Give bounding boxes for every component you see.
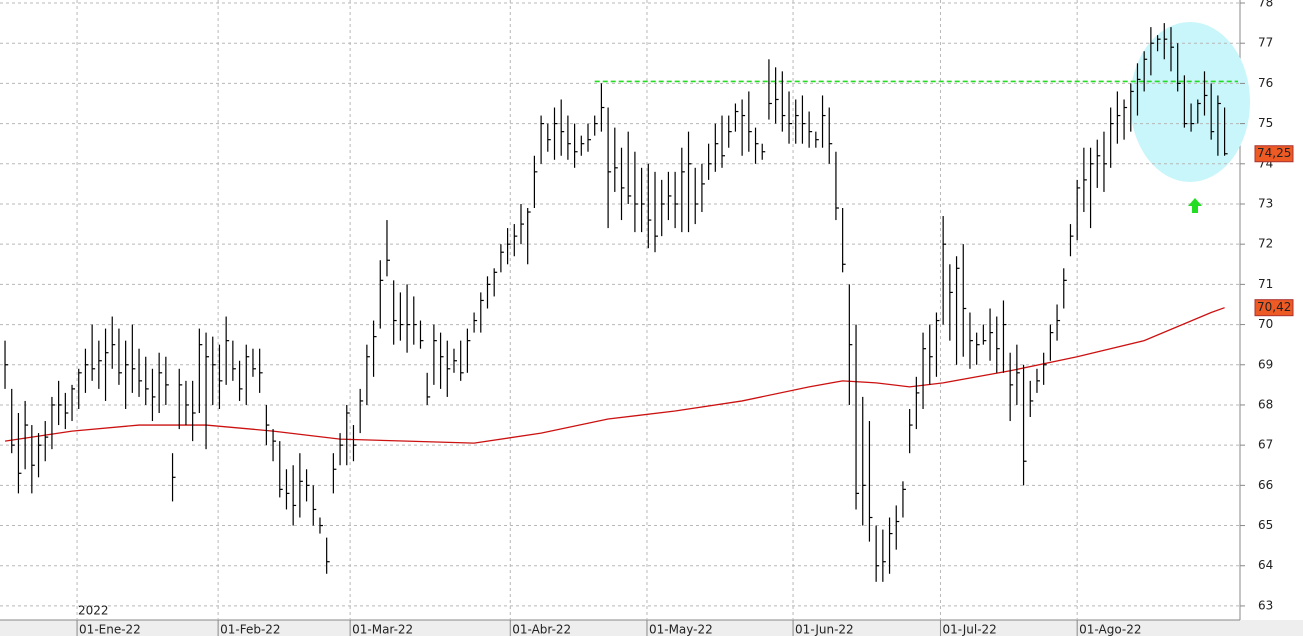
year-label: 2022 xyxy=(78,604,109,618)
y-tick-label: 75 xyxy=(1258,116,1273,130)
y-tick-label: 77 xyxy=(1258,36,1273,50)
x-axis-strip xyxy=(0,620,1303,636)
x-tick-label: 01-Ene-22 xyxy=(79,623,141,636)
y-tick-label: 78 xyxy=(1258,0,1273,10)
x-tick-label: 01-Abr-22 xyxy=(512,623,571,636)
x-tick-label: 01-Feb-22 xyxy=(220,623,280,636)
x-tick-label: 01-Ago-22 xyxy=(1079,623,1141,636)
x-tick-label: 01-Mar-22 xyxy=(352,623,413,636)
up-arrow xyxy=(1188,198,1202,213)
y-tick-label: 73 xyxy=(1258,196,1273,210)
x-tick-label: 01-Jun-22 xyxy=(795,623,854,636)
y-tick-label: 68 xyxy=(1258,397,1273,411)
last-value-box xyxy=(1254,145,1294,163)
y-tick-label: 67 xyxy=(1258,438,1273,452)
y-tick-label: 63 xyxy=(1258,598,1273,612)
y-tick-label: 65 xyxy=(1258,518,1273,532)
y-tick-label: 70 xyxy=(1258,317,1273,331)
y-tick-label: 66 xyxy=(1258,478,1273,492)
moving-average xyxy=(4,307,1225,444)
last-value-label: 74,25 xyxy=(1257,146,1291,160)
last-value-box xyxy=(1254,299,1294,317)
x-tick-label: 01-Jul-22 xyxy=(942,623,996,636)
last-value-label: 70,42 xyxy=(1257,300,1291,314)
y-tick-label: 72 xyxy=(1258,237,1273,251)
x-tick-label: 01-May-22 xyxy=(649,623,713,636)
y-tick-label: 64 xyxy=(1258,558,1273,572)
highlight-ellipse xyxy=(1130,22,1250,182)
y-tick-label: 69 xyxy=(1258,357,1273,371)
y-tick-label: 71 xyxy=(1258,277,1273,291)
y-tick-label: 76 xyxy=(1258,76,1273,90)
